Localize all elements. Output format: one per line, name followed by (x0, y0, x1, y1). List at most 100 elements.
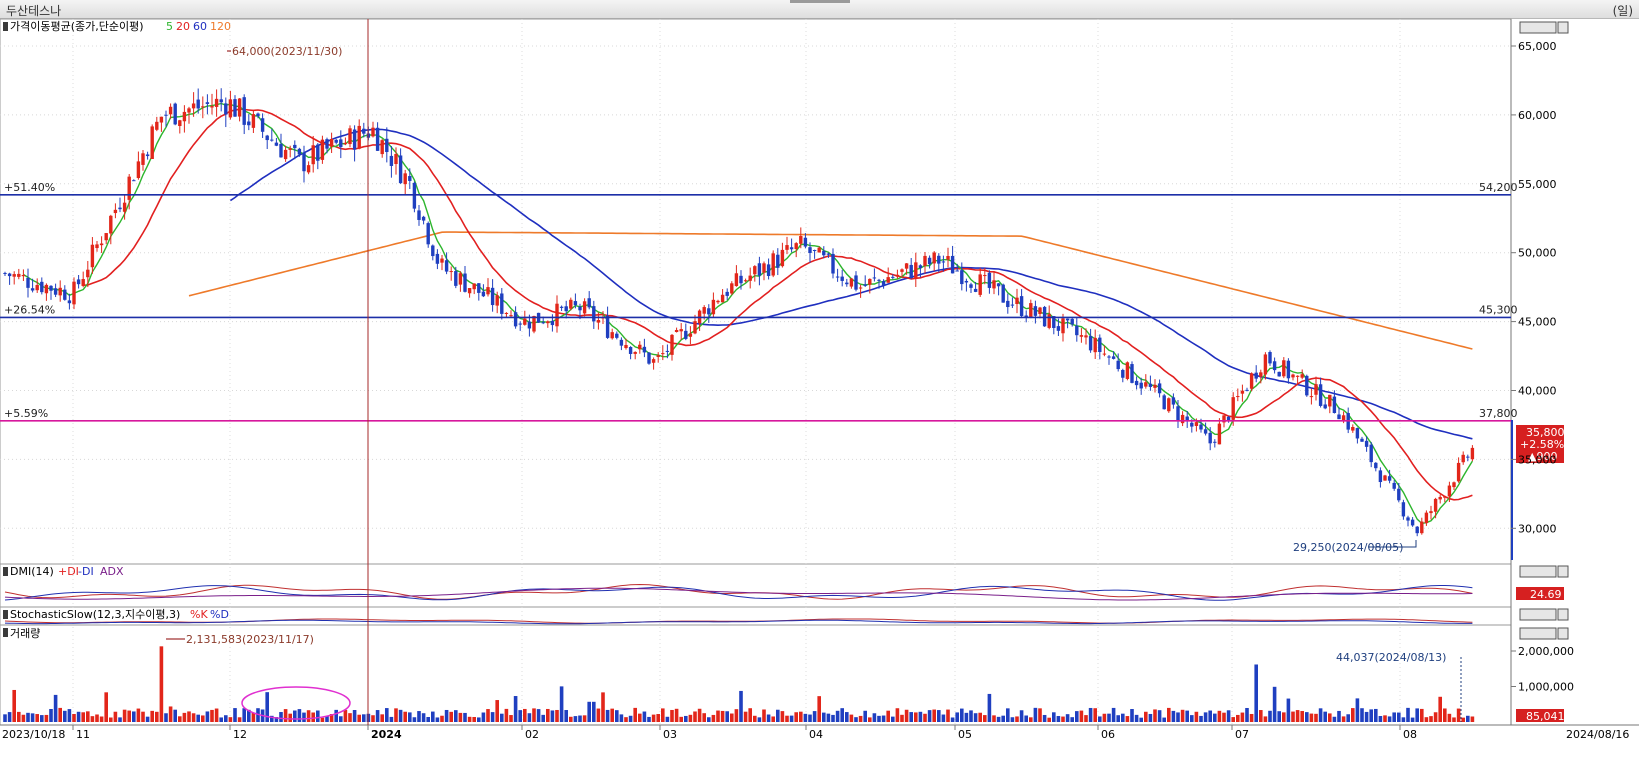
volume-bar (757, 717, 762, 722)
candle (785, 245, 789, 250)
candle (578, 306, 582, 311)
volume-bar (785, 715, 789, 722)
candle (619, 339, 624, 346)
candle (1098, 337, 1102, 352)
volume-bar (1162, 717, 1166, 722)
candle (923, 255, 927, 266)
candle (854, 275, 858, 290)
volume-bar (352, 710, 357, 722)
candle (1162, 395, 1166, 410)
close-icon[interactable] (1557, 565, 1569, 578)
volume-bar (1153, 709, 1157, 722)
candle (1295, 375, 1300, 377)
candle (638, 344, 642, 350)
close-icon[interactable] (1557, 21, 1569, 34)
volume-bar (845, 712, 849, 722)
volume-bar (937, 710, 941, 722)
candle (840, 276, 844, 281)
close-icon[interactable] (1557, 608, 1569, 621)
panel-buttons-icon[interactable] (1519, 565, 1557, 578)
volume-bar (904, 709, 909, 722)
panel-buttons-icon[interactable] (1519, 608, 1557, 621)
candle (978, 274, 982, 295)
volume-bar (302, 712, 306, 722)
volume-bar (86, 711, 90, 722)
volume-bar (536, 709, 541, 722)
candle (693, 321, 697, 334)
level-pct-label: +51.40% (4, 181, 55, 194)
candle (1084, 335, 1088, 338)
candle (674, 329, 679, 333)
candle (766, 264, 771, 277)
candle (1277, 371, 1281, 377)
candle (1121, 369, 1125, 378)
candle (504, 312, 509, 314)
candle (670, 334, 674, 355)
volume-bar (191, 713, 196, 722)
panel-buttons-icon[interactable] (1519, 21, 1557, 34)
volume-bar (679, 716, 683, 722)
volume-bar (421, 713, 426, 722)
candle (1470, 447, 1475, 460)
ma120-line (188, 231, 1473, 350)
candle (996, 283, 1001, 287)
volume-bar (946, 709, 950, 722)
price-panel-buttons[interactable] (1519, 21, 1569, 34)
resize-grip[interactable] (790, 0, 850, 3)
volume-bar (527, 713, 532, 722)
candle (881, 281, 886, 286)
volume-panel-buttons[interactable] (1519, 627, 1569, 640)
candle (191, 103, 196, 109)
volume-bar (67, 709, 72, 722)
candle (707, 308, 711, 315)
volume-bar (996, 716, 1001, 722)
volume-bar (771, 716, 775, 722)
candle (886, 277, 890, 283)
month-label: 07 (1235, 728, 1249, 741)
panel-handle-icon[interactable] (3, 22, 8, 31)
candle (1314, 384, 1318, 395)
candle (1328, 394, 1332, 407)
candle (1456, 462, 1461, 482)
panel-buttons-icon[interactable] (1519, 627, 1557, 640)
volume-bar (1111, 707, 1116, 722)
dmi-panel-buttons[interactable] (1519, 565, 1569, 578)
candle (817, 247, 821, 253)
volume-bar (1277, 711, 1281, 722)
volume-bar (1443, 708, 1447, 722)
candle (812, 250, 817, 252)
candle (329, 138, 334, 147)
candle (932, 252, 936, 264)
candle (159, 116, 164, 123)
stoch-k-legend: %K (190, 608, 208, 621)
close-icon[interactable] (1557, 627, 1569, 640)
stoch-panel-buttons[interactable] (1519, 608, 1569, 621)
candle (481, 291, 486, 297)
volume-bar (127, 710, 131, 722)
volume-bar (17, 711, 21, 722)
volume-bar (444, 709, 449, 722)
candle (1268, 352, 1272, 364)
candle (1383, 475, 1387, 481)
candle (1144, 382, 1148, 387)
candle (228, 99, 233, 118)
candle (1433, 498, 1438, 512)
panel-handle-icon[interactable] (3, 567, 8, 576)
y-tick-label: 35,000 (1518, 453, 1557, 466)
candle (1208, 432, 1212, 444)
volume-bar (26, 712, 30, 722)
volume-bar (1461, 717, 1465, 722)
volume-bar (463, 712, 467, 722)
volume-bar (1337, 710, 1341, 722)
candle (1305, 375, 1309, 396)
volume-bar (1176, 712, 1180, 722)
ma60-legend: 60 (193, 20, 207, 33)
volume-bar (467, 716, 472, 722)
candle (306, 165, 311, 173)
volume-bar (559, 686, 564, 722)
panel-handle-icon[interactable] (3, 628, 8, 637)
panel-handle-icon[interactable] (3, 610, 8, 619)
volume-bar (918, 711, 923, 722)
candle (973, 288, 978, 292)
